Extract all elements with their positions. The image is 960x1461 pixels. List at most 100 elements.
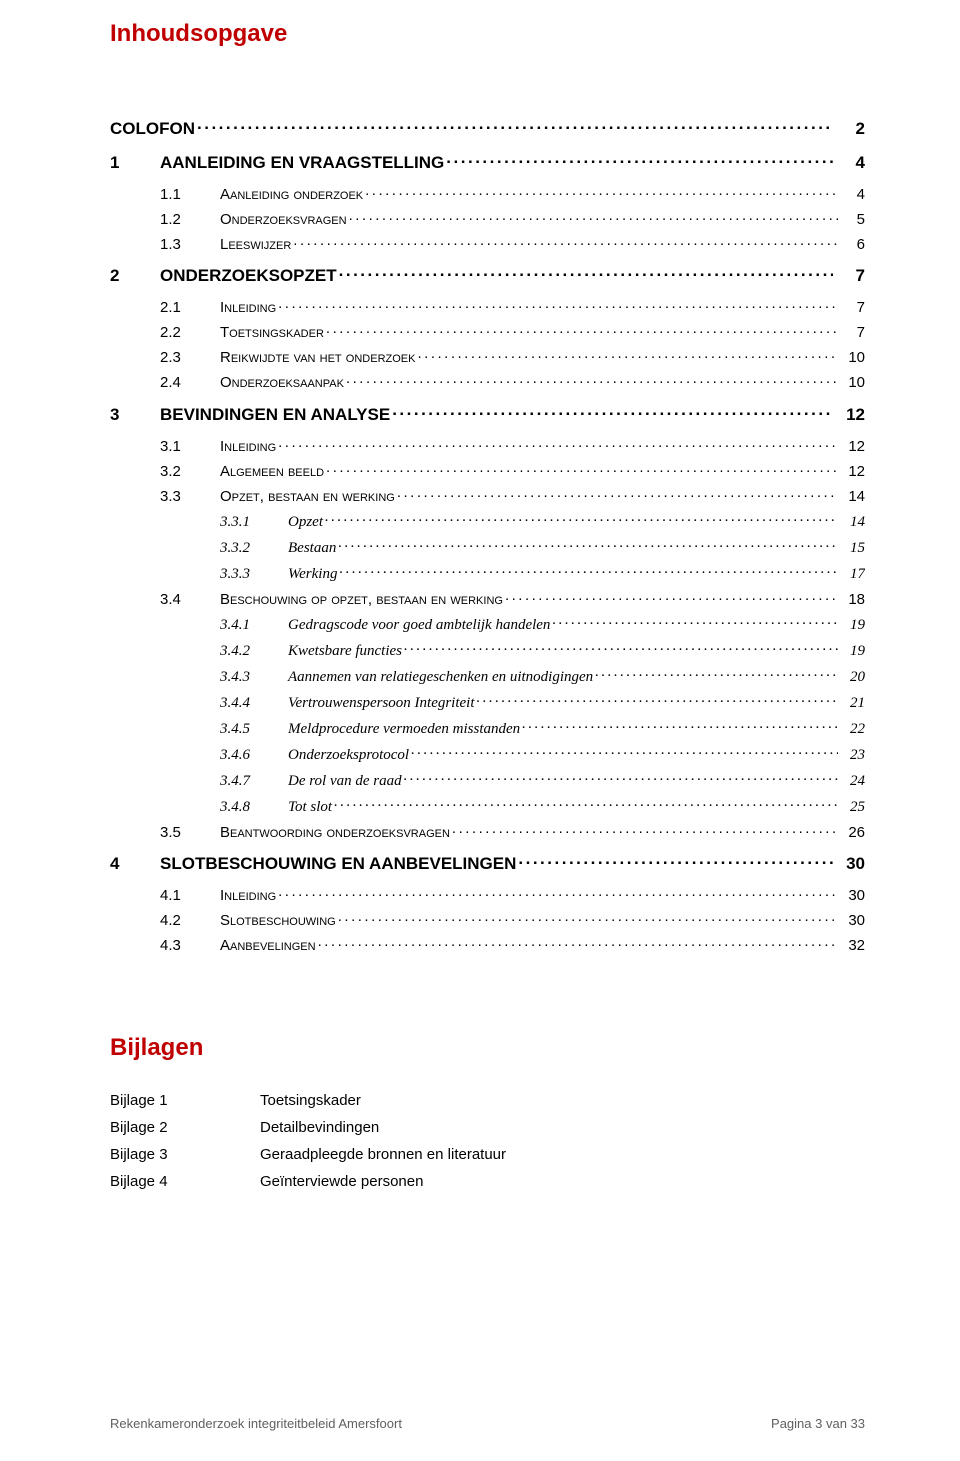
toc-entry-label: Bestaan [288,540,336,557]
toc-entry-label: Aanbevelingen [220,937,316,954]
toc-entry-label: ONDERZOEKSOPZET [160,266,337,286]
toc-entry: 3.4.2Kwetsbare functies 19 [220,637,865,660]
toc-leader-dots [334,793,838,811]
toc-entry: 3.4.4Vertrouwenspersoon Integriteit21 [220,689,865,712]
toc-entry-page: 20 [840,669,865,686]
toc-entry-page: 7 [840,299,865,316]
toc-entry: 3.4Beschouwing op opzet, bestaan en werk… [160,586,865,608]
toc-entry-label: Tot slot [288,799,332,816]
toc-leader-dots [365,181,838,199]
toc-entry-label: AANLEIDING EN VRAAGSTELLING [160,153,444,173]
bijlage-row: Bijlage 1Toetsingskader [110,1092,865,1109]
toc-entry: 4SLOTBESCHOUWING EN AANBEVELINGEN30 [110,849,865,874]
toc-leader-dots [505,586,838,604]
toc-entry-page: 25 [840,799,865,816]
page-title: Inhoudsopgave [110,20,865,48]
toc-entry-page: 19 [840,617,865,634]
toc-leader-dots [338,907,838,925]
toc-entry-page: 6 [840,236,865,253]
toc-entry-number: 3.4.7 [220,773,288,790]
toc-entry-label: Gedragscode voor goed ambtelijk handelen [288,617,550,634]
toc-entry: 3.3Opzet, bestaan en werking 14 [160,483,865,505]
toc-entry-page: 12 [840,438,865,455]
toc-entry-label: Beantwoording onderzoeksvragen [220,824,450,841]
toc-entry-label: Onderzoeksaanpak [220,374,344,391]
toc-entry-page: 14 [840,488,865,505]
toc-leader-dots [197,114,833,134]
toc-entry-page: 7 [835,266,865,286]
toc-entry: 3.1Inleiding12 [160,433,865,455]
toc-entry-number: 3.3 [160,488,220,505]
toc-entry: 3.4.7De rol van de raad24 [220,767,865,790]
toc-leader-dots [522,715,838,733]
toc-leader-dots [404,637,838,655]
toc-entry-label: Werking [288,566,337,583]
toc-entry-number: 3.4.2 [220,643,288,660]
toc-entry-number: 3.4.8 [220,799,288,816]
bijlage-label: Bijlage 4 [110,1173,260,1190]
toc-entry: 1AANLEIDING EN VRAAGSTELLING4 [110,147,865,172]
toc-leader-dots [552,611,838,629]
toc-entry: 3.2Algemeen beeld12 [160,458,865,480]
toc-entry-label: BEVINDINGEN EN ANALYSE [160,405,390,425]
toc-entry: 2.2Toetsingskader 7 [160,319,865,341]
toc-entry-number: 1.3 [160,236,220,253]
toc-leader-dots [411,741,838,759]
toc-entry-page: 21 [840,695,865,712]
toc-entry-page: 18 [840,591,865,608]
toc-entry-label: De rol van de raad [288,773,402,790]
toc-entry-number: 3.3.1 [220,514,288,531]
toc-entry: 4.1Inleiding30 [160,882,865,904]
toc-entry-label: Inleiding [220,438,276,455]
toc-entry-number: 2.1 [160,299,220,316]
toc-leader-dots [278,294,838,312]
toc-entry-page: 4 [840,186,865,203]
toc-leader-dots [278,433,838,451]
toc-entry-number: 3.5 [160,824,220,841]
toc-entry-page: 10 [840,349,865,366]
toc-entry-page: 32 [840,937,865,954]
toc-entry-page: 12 [835,405,865,425]
toc-leader-dots [404,767,838,785]
toc-entry-number: 3.4.1 [220,617,288,634]
toc-entry-label: Inleiding [220,887,276,904]
toc-leader-dots [397,483,838,501]
toc-entry-label: Meldprocedure vermoeden misstanden [288,721,520,738]
toc-entry-number: 1.2 [160,211,220,228]
bijlage-description: Geïnterviewde personen [260,1173,865,1190]
bijlage-description: Geraadpleegde bronnen en literatuur [260,1146,865,1163]
toc-entry-label: Leeswijzer [220,236,291,253]
toc-entry-label: Toetsingskader [220,324,324,341]
toc-entry-label: Slotbeschouwing [220,912,336,929]
toc-entry-page: 19 [840,643,865,660]
toc-entry-number: 2.2 [160,324,220,341]
toc-entry: 3.4.6Onderzoeksprotocol23 [220,741,865,764]
toc-leader-dots [326,458,838,476]
bijlage-label: Bijlage 3 [110,1146,260,1163]
toc-leader-dots [339,560,838,578]
toc-entry-label: Onderzoeksprotocol [288,747,409,764]
toc-entry-label: Algemeen beeld [220,463,324,480]
toc-entry-page: 4 [835,153,865,173]
toc-entry-page: 14 [840,514,865,531]
toc-entry-number: 2 [110,266,160,286]
toc-entry-page: 10 [840,374,865,391]
toc-entry-page: 30 [835,854,865,874]
toc-entry: 3.4.8Tot slot 25 [220,793,865,816]
toc-entry: 3.4.5Meldprocedure vermoeden misstanden2… [220,715,865,738]
toc-entry-number: 3.3.3 [220,566,288,583]
toc-entry-page: 7 [840,324,865,341]
toc-leader-dots [325,508,838,526]
toc-leader-dots [293,231,838,249]
toc-entry: 3.3.2Bestaan15 [220,534,865,557]
toc-entry: 1.2Onderzoeksvragen5 [160,206,865,228]
toc-entry: 4.2Slotbeschouwing30 [160,907,865,929]
toc-entry-number: 3.4 [160,591,220,608]
toc-leader-dots [326,319,838,337]
toc-entry-page: 17 [840,566,865,583]
toc-entry: 2.4Onderzoeksaanpak10 [160,369,865,391]
spacer [110,88,865,106]
toc-entry-label: Opzet, bestaan en werking [220,488,395,505]
toc-entry-label: Inleiding [220,299,276,316]
toc-entry-label: Kwetsbare functies [288,643,402,660]
